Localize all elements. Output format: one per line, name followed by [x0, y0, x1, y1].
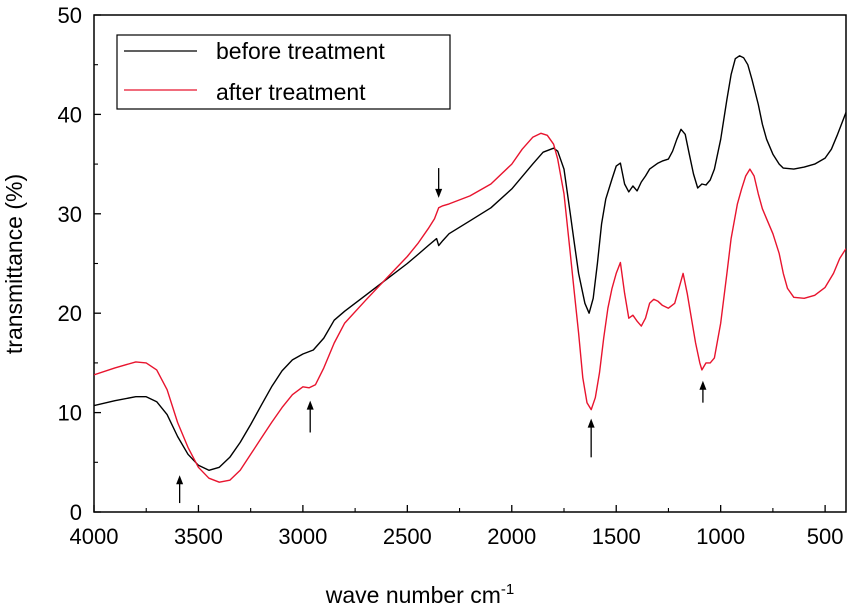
x-axis: 4000 3500 3000 2500 2000 1500 1000 500 [70, 505, 844, 549]
x-tick-label: 3500 [174, 524, 223, 549]
x-axis-label-superscript: -1 [501, 581, 514, 598]
legend: before treatment after treatment [116, 34, 451, 110]
annotation-arrow-up [699, 380, 707, 403]
annotation-arrow-up [176, 475, 184, 504]
x-tick-label: 1500 [592, 524, 641, 549]
annotation-group [176, 168, 707, 504]
annotation-arrow-down [435, 168, 443, 198]
legend-label-before-treatment: before treatment [216, 38, 385, 64]
x-axis-label: wave number cm-1 [325, 581, 514, 608]
x-tick-label: 500 [807, 524, 844, 549]
series-group [94, 55, 846, 483]
x-tick-label: 1000 [696, 524, 745, 549]
y-tick-label: 20 [58, 301, 82, 326]
x-tick-label: 2000 [487, 524, 536, 549]
y-tick-label: 30 [58, 202, 82, 227]
series-line-after-treatment [94, 132, 846, 483]
legend-box [116, 34, 451, 110]
annotation-arrow-up [587, 418, 595, 458]
x-axis-label-text: wave number cm [325, 582, 501, 608]
y-tick-label: 50 [58, 3, 82, 28]
x-tick-label: 3000 [278, 524, 327, 549]
series-line-before-treatment [94, 55, 846, 471]
y-tick-label: 0 [70, 500, 82, 525]
annotation-arrow-up [306, 400, 314, 433]
y-tick-label: 10 [58, 401, 82, 426]
y-axis: 0 10 20 30 40 50 [58, 3, 101, 525]
y-axis-label: transmittance (%) [1, 174, 27, 354]
x-tick-label: 2500 [383, 524, 432, 549]
legend-label-after-treatment: after treatment [216, 79, 366, 105]
x-tick-label: 4000 [70, 524, 119, 549]
y-tick-label: 40 [58, 102, 82, 127]
